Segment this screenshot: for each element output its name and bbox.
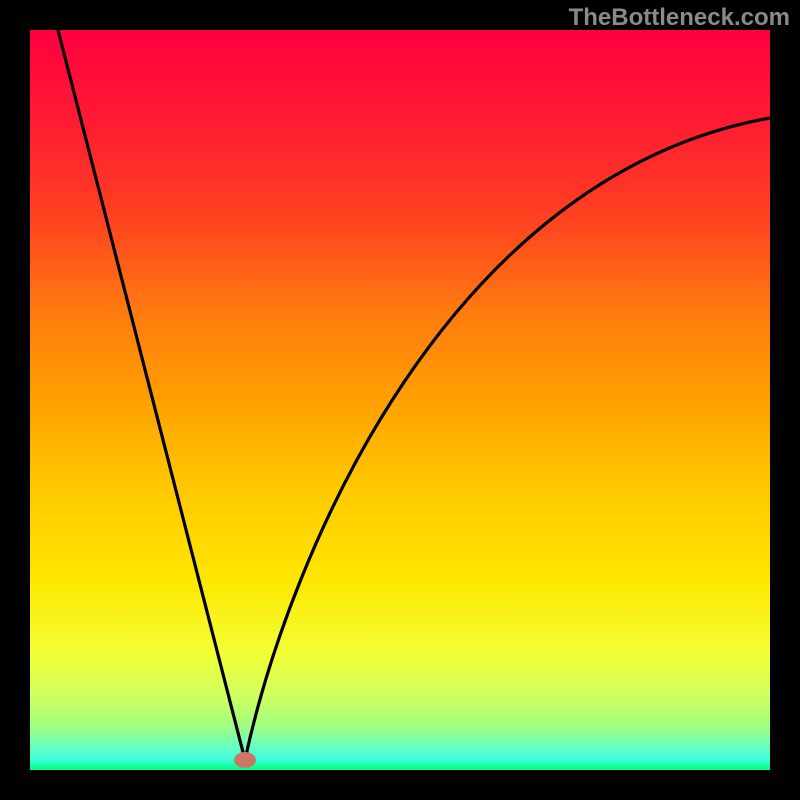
plot-background (30, 30, 770, 770)
optimum-marker (234, 752, 256, 768)
bottleneck-plot (30, 30, 770, 770)
chart-frame: TheBottleneck.com (0, 0, 800, 800)
watermark-text: TheBottleneck.com (569, 4, 790, 32)
